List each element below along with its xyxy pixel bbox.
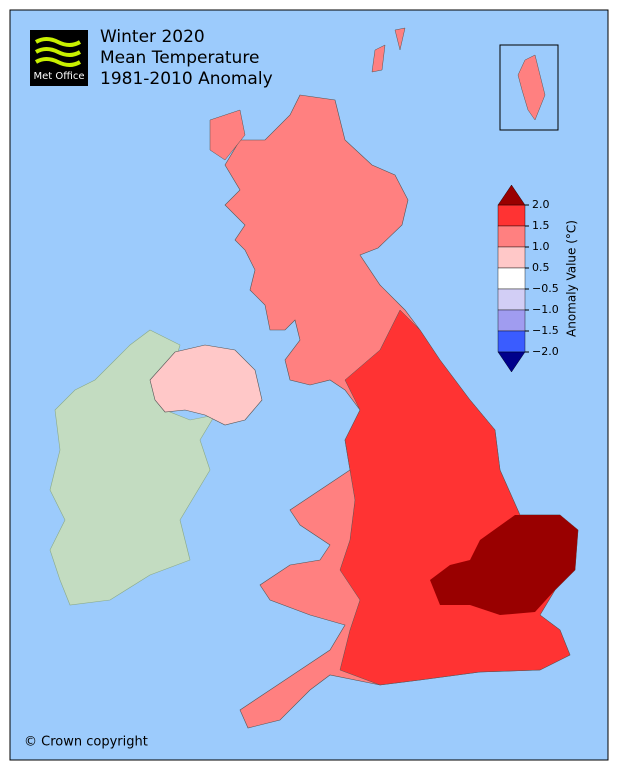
colorbar: 2.0 1.5 1.0 0.5 −0.5 −1.0 −1.5 −2.0 Anomaly Valu… <box>497 184 579 373</box>
colorbar-extend-under <box>497 351 526 373</box>
colorbar-tick-label: −2.0 <box>532 345 559 358</box>
ireland <box>49 329 216 606</box>
title-line: Mean Temperature <box>100 48 259 68</box>
colorbar-tick-label: 2.0 <box>532 198 550 211</box>
colorbar-segment <box>497 267 526 290</box>
northern-ireland <box>149 344 263 426</box>
title-line: 1981-2010 Anomaly <box>100 69 273 89</box>
logo-waves <box>34 37 82 67</box>
copyright: © Crown copyright <box>24 735 148 750</box>
colorbar-tick-label: 1.0 <box>532 240 550 253</box>
colorbar-segment <box>497 246 526 269</box>
colorbar-label: Anomaly Value (°C) <box>565 220 579 337</box>
colorbar-segment <box>497 204 526 227</box>
colorbar-tick-label: −1.5 <box>532 324 559 337</box>
orkney <box>371 27 406 73</box>
shetland <box>517 54 546 121</box>
logo-text: Met Office <box>33 71 84 82</box>
colorbar-tick-label: −0.5 <box>532 282 559 295</box>
colorbar-segment <box>497 288 526 311</box>
colorbar-segment <box>497 330 526 353</box>
colorbar-tick-label: 0.5 <box>532 261 550 274</box>
southeast-warmest-region <box>430 515 578 615</box>
colorbar-segment <box>497 309 526 332</box>
shetland-inset <box>499 44 559 131</box>
colorbar-segment <box>497 225 526 248</box>
colorbar-tick-label: −1.0 <box>532 303 559 316</box>
title-line: Winter 2020 <box>100 27 205 47</box>
colorbar-extend-over <box>497 184 526 206</box>
colorbar-tick-label: 1.5 <box>532 219 550 232</box>
hebrides <box>209 109 246 161</box>
